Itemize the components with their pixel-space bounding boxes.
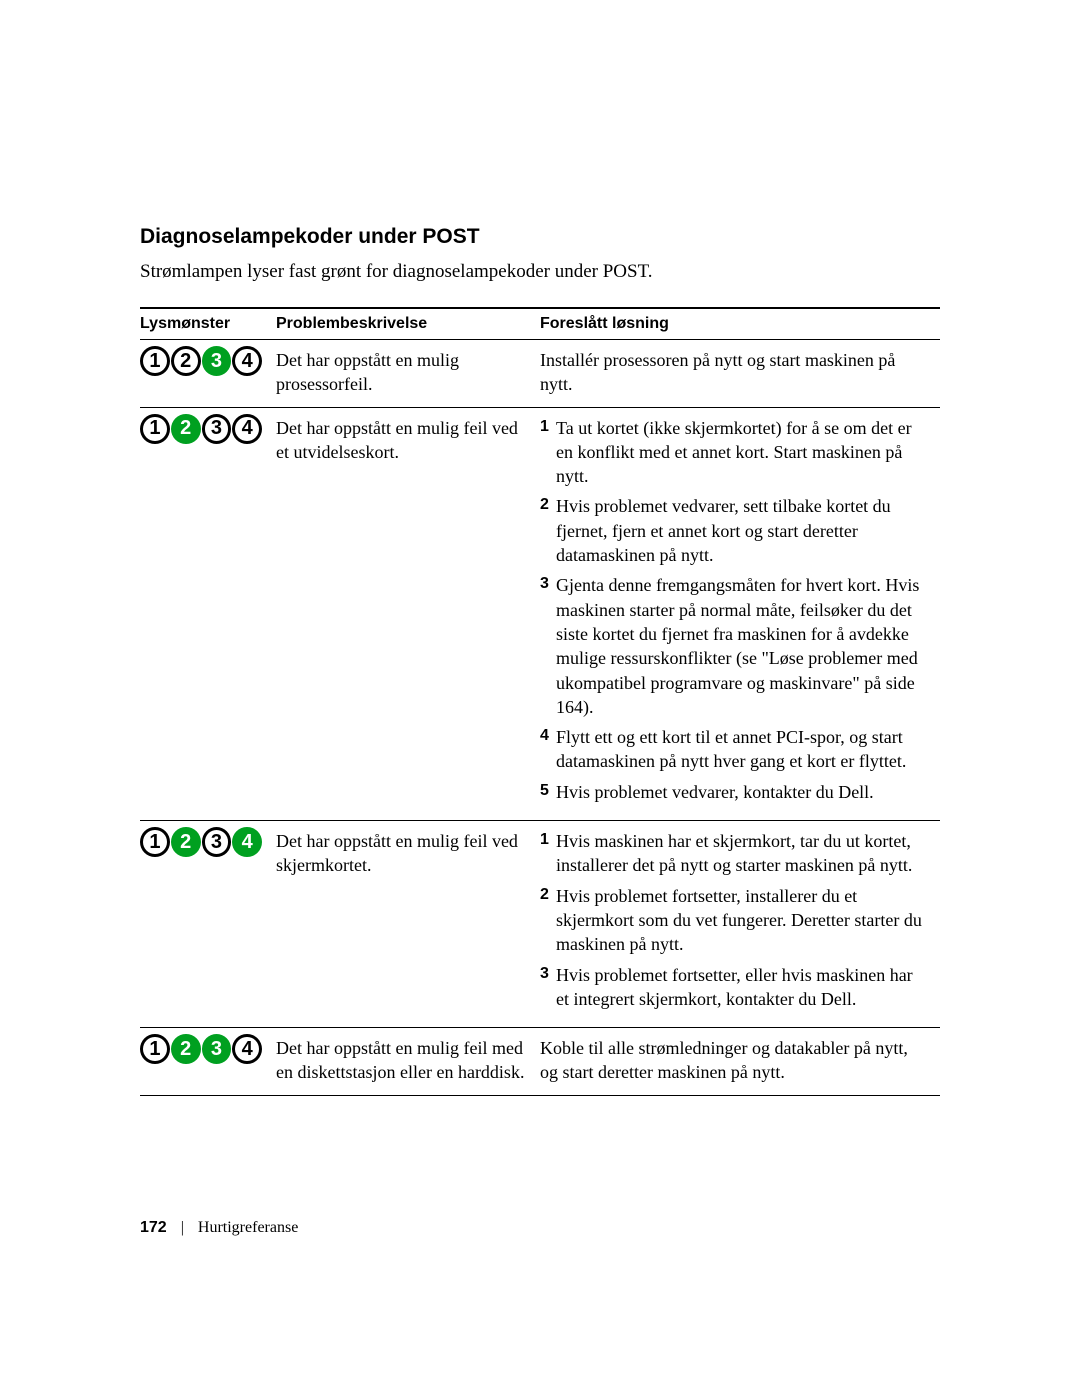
light-pattern: 1234 — [140, 1034, 262, 1064]
solution-item-number: 2 — [540, 884, 549, 906]
light-pattern: 1234 — [140, 827, 262, 857]
section-heading: Diagnoselampekoder under POST — [140, 225, 940, 249]
solution-item-text: Flytt ett og ett kort til et annet PCI-s… — [556, 727, 906, 771]
solution-item-number: 3 — [540, 963, 549, 985]
solution-item-text: Hvis problemet fortsetter, installerer d… — [556, 886, 922, 955]
diagnostic-table: Lysmønster Problembeskrivelse Foreslått … — [140, 307, 940, 1096]
solution-item-text: Hvis problemet fortsetter, eller hvis ma… — [556, 965, 913, 1009]
solution-list: 1 Hvis maskinen har et skjermkort, tar du… — [540, 829, 926, 1011]
col-header-pattern: Lysmønster — [140, 308, 276, 340]
solution-cell: 1 Hvis maskinen har et skjermkort, tar du… — [540, 821, 940, 1028]
diagnostic-light-2: 2 — [171, 827, 201, 857]
pattern-cell: 1234 — [140, 407, 276, 820]
solution-text: Koble til alle strømledninger og datakab… — [540, 1036, 926, 1085]
footer-separator: | — [181, 1219, 184, 1236]
diagnostic-light-3: 3 — [202, 1034, 232, 1064]
solution-item-text: Hvis problemet vedvarer, sett tilbake ko… — [556, 496, 891, 565]
solution-item: 1 Hvis maskinen har et skjermkort, tar du… — [540, 829, 926, 878]
problem-cell: Det har oppstått en mulig feil ved et ut… — [276, 407, 540, 820]
problem-cell: Det har oppstått en mulig prosessorfeil. — [276, 340, 540, 408]
light-pattern: 1234 — [140, 346, 262, 376]
diagnostic-light-2: 2 — [171, 414, 201, 444]
problem-cell: Det har oppstått en mulig feil ved skjer… — [276, 821, 540, 1028]
diagnostic-light-2: 2 — [171, 1034, 201, 1064]
problem-cell: Det har oppstått en mulig feil med en di… — [276, 1028, 540, 1096]
col-header-solution: Foreslått løsning — [540, 308, 940, 340]
solution-item-text: Gjenta denne fremgangsmåten for hvert ko… — [556, 575, 919, 716]
solution-cell: 1 Ta ut kortet (ikke skjermkortet) for å … — [540, 407, 940, 820]
document-page: Diagnoselampekoder under POST Strømlampe… — [0, 0, 1080, 1397]
solution-item: 2 Hvis problemet fortsetter, installerer … — [540, 884, 926, 957]
diagnostic-light-4: 4 — [232, 827, 262, 857]
page-number: 172 — [140, 1219, 167, 1236]
solution-cell: Koble til alle strømledninger og datakab… — [540, 1028, 940, 1096]
table-row: 1234Det har oppstått en mulig feil ved e… — [140, 407, 940, 820]
solution-item: 5 Hvis problemet vedvarer, kontakter du D… — [540, 780, 926, 804]
solution-list: 1 Ta ut kortet (ikke skjermkortet) for å … — [540, 416, 926, 804]
footer-section: Hurtigreferanse — [198, 1219, 298, 1236]
solution-item: 2 Hvis problemet vedvarer, sett tilbake k… — [540, 494, 926, 567]
table-body: 1234Det har oppstått en mulig prosessorf… — [140, 340, 940, 1096]
solution-item-number: 2 — [540, 494, 549, 516]
solution-item-number: 3 — [540, 573, 549, 595]
diagnostic-light-1: 1 — [140, 414, 170, 444]
pattern-cell: 1234 — [140, 821, 276, 1028]
solution-item-text: Ta ut kortet (ikke skjermkortet) for å s… — [556, 418, 912, 487]
solution-item-number: 1 — [540, 829, 549, 851]
pattern-cell: 1234 — [140, 340, 276, 408]
table-row: 1234 Det har oppstått en mulig feil med e… — [140, 1028, 940, 1096]
solution-item-number: 1 — [540, 416, 549, 438]
solution-item-text: Hvis maskinen har et skjermkort, tar du … — [556, 831, 912, 875]
col-header-problem: Problembeskrivelse — [276, 308, 540, 340]
diagnostic-light-2: 2 — [171, 346, 201, 376]
diagnostic-light-4: 4 — [232, 1034, 262, 1064]
diagnostic-light-4: 4 — [232, 414, 262, 444]
diagnostic-light-3: 3 — [202, 346, 232, 376]
diagnostic-light-4: 4 — [232, 346, 262, 376]
diagnostic-light-1: 1 — [140, 346, 170, 376]
table-row: 1234 Det har oppstått en mulig prosessorf… — [140, 340, 940, 408]
table-header-row: Lysmønster Problembeskrivelse Foreslått … — [140, 308, 940, 340]
solution-item-number: 4 — [540, 725, 549, 747]
solution-item: 1 Ta ut kortet (ikke skjermkortet) for å … — [540, 416, 926, 489]
pattern-cell: 1234 — [140, 1028, 276, 1096]
solution-item-text: Hvis problemet vedvarer, kontakter du De… — [556, 782, 874, 802]
solution-item: 3 Hvis problemet fortsetter, eller hvis m… — [540, 963, 926, 1012]
diagnostic-light-1: 1 — [140, 1034, 170, 1064]
diagnostic-light-1: 1 — [140, 827, 170, 857]
light-pattern: 1234 — [140, 414, 262, 444]
solution-item: 3 Gjenta denne fremgangsmåten for hvert k… — [540, 573, 926, 719]
diagnostic-light-3: 3 — [202, 414, 232, 444]
table-row: 1234Det har oppstått en mulig feil ved s… — [140, 821, 940, 1028]
intro-text: Strømlampen lyser fast grønt for diagnos… — [140, 261, 940, 283]
solution-item: 4 Flytt ett og ett kort til et annet PCI-… — [540, 725, 926, 774]
solution-item-number: 5 — [540, 780, 549, 802]
diagnostic-light-3: 3 — [202, 827, 232, 857]
solution-cell: Installér prosessoren på nytt og start m… — [540, 340, 940, 408]
page-footer: 172 | Hurtigreferanse — [140, 1219, 298, 1237]
solution-text: Installér prosessoren på nytt og start m… — [540, 348, 926, 397]
